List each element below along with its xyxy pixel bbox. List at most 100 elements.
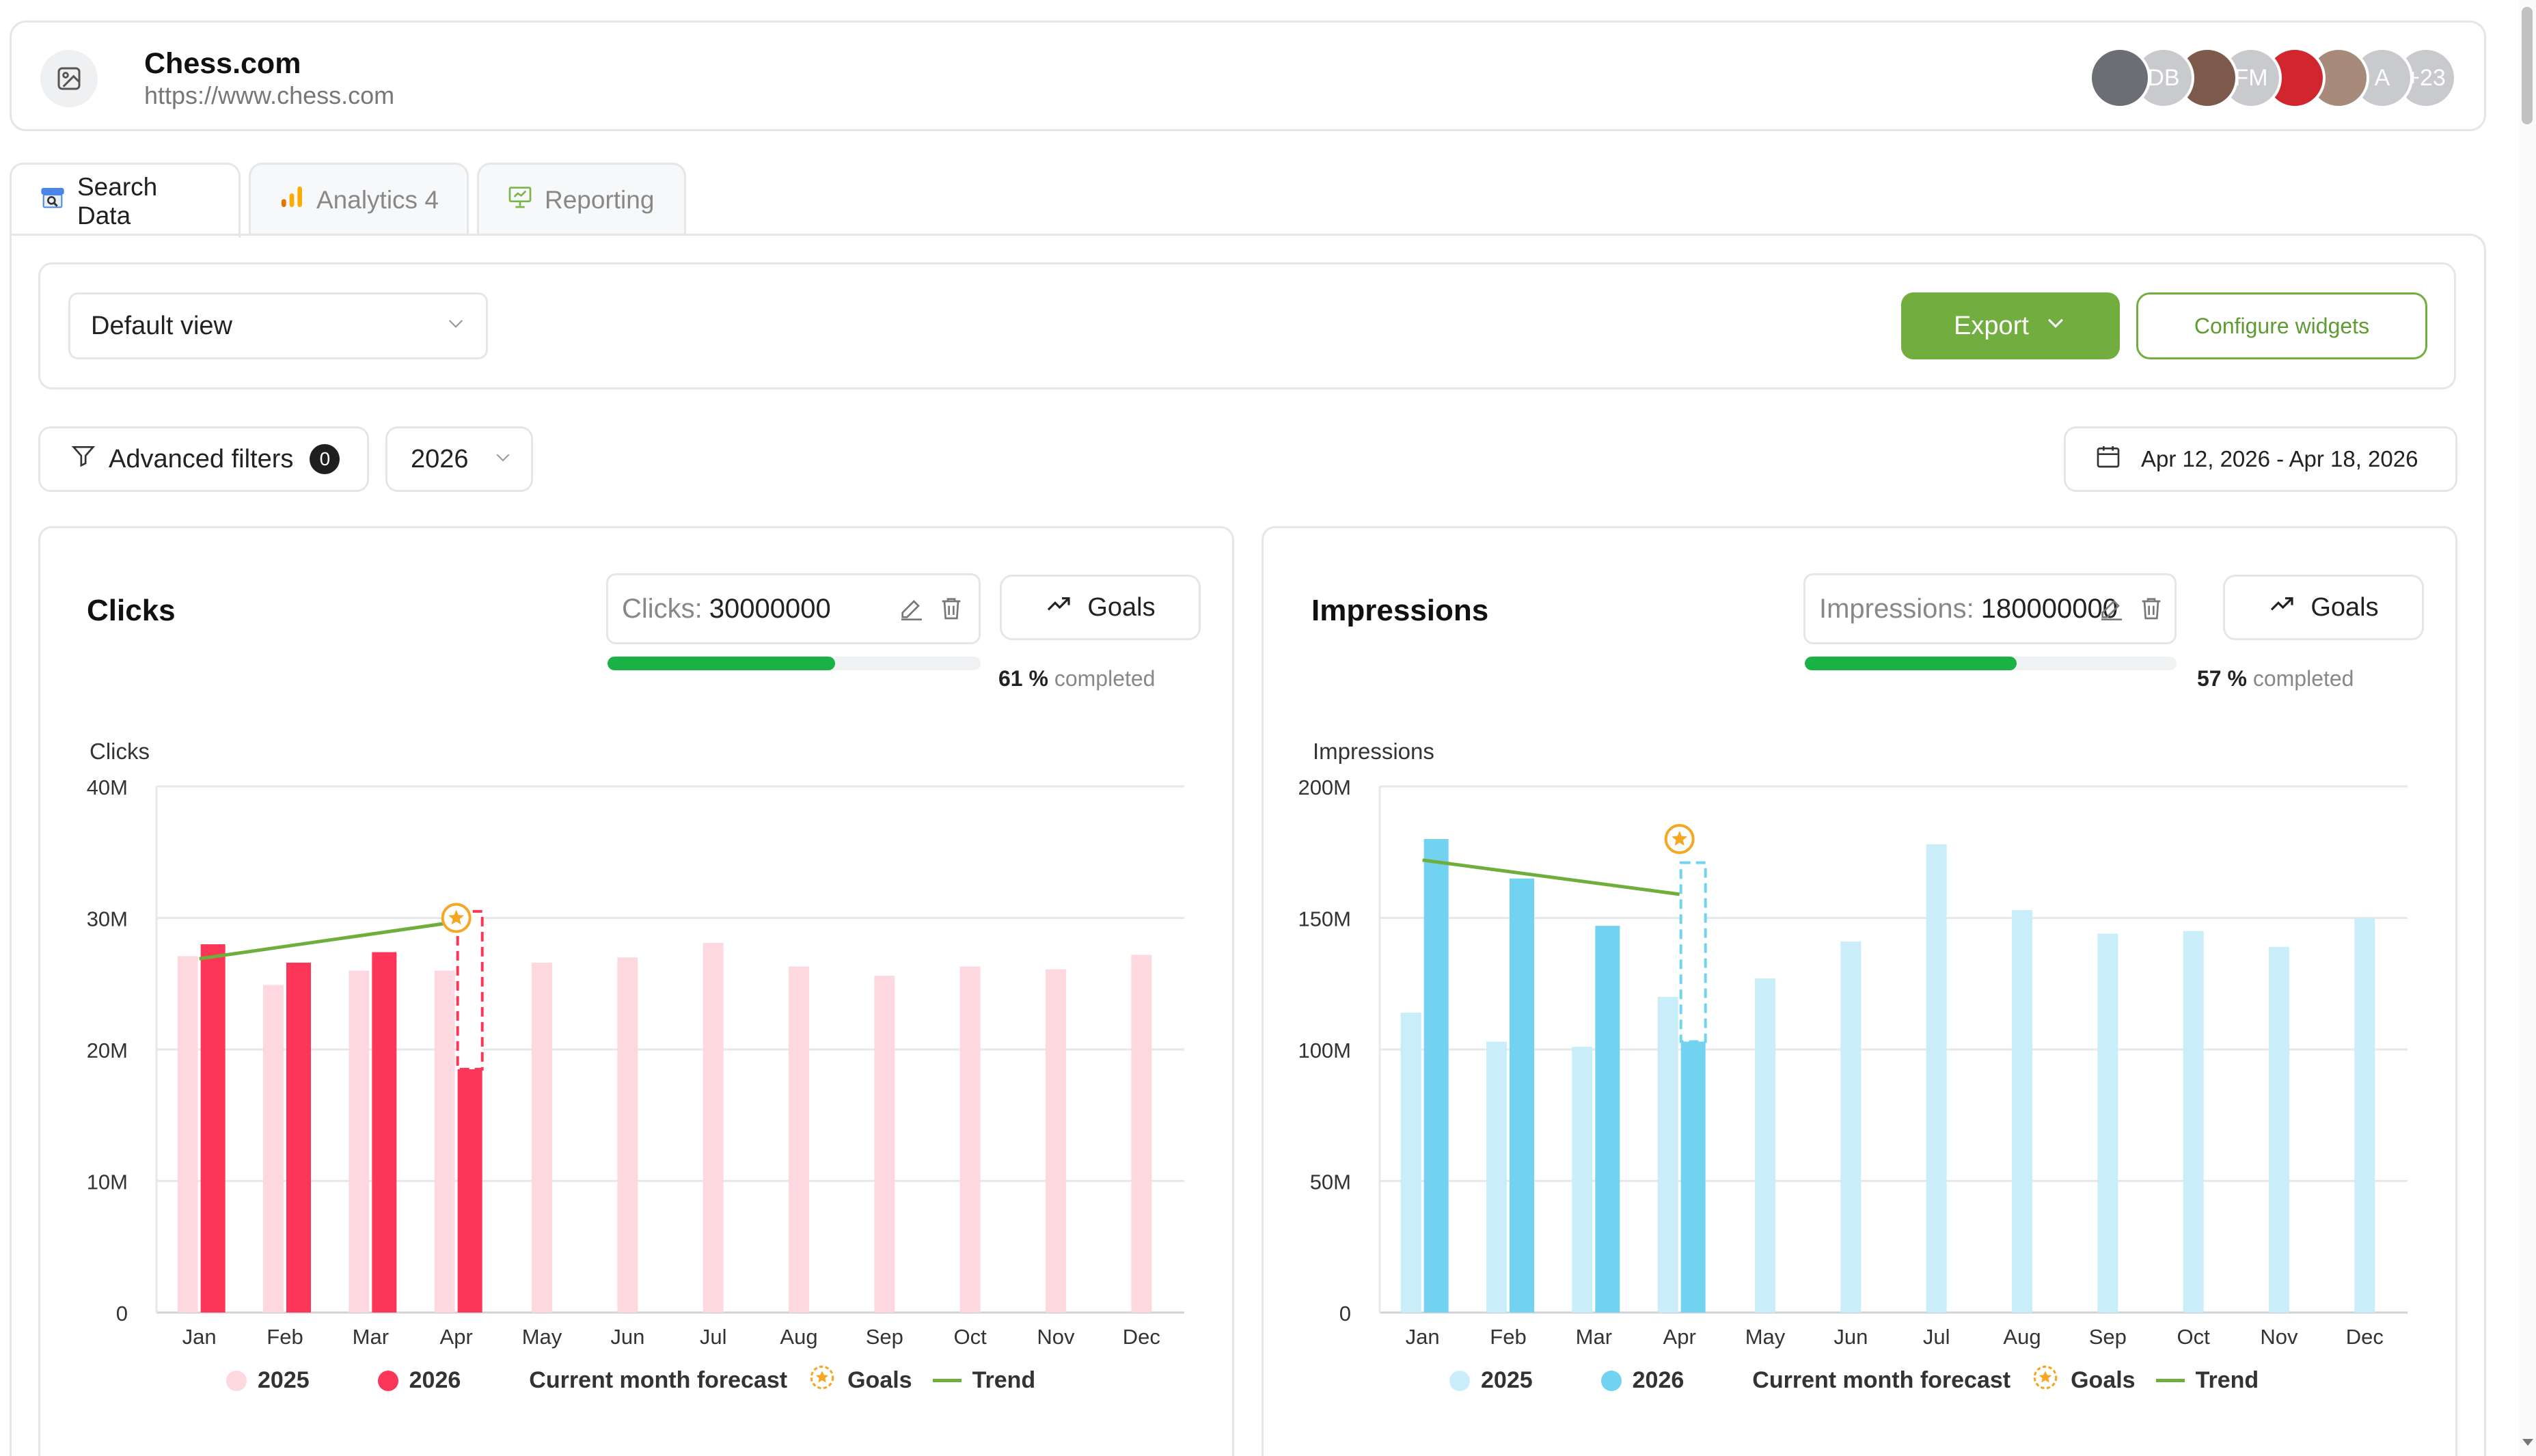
goal-completed-text: 61 % completed xyxy=(998,666,1155,691)
legend-item-trend[interactable]: Trend xyxy=(932,1367,1036,1394)
trash-icon[interactable] xyxy=(2138,594,2165,629)
x-tick-label: Mar xyxy=(1576,1325,1612,1349)
scrollbar-thumb[interactable] xyxy=(2522,7,2533,124)
goals-button[interactable]: Goals xyxy=(2223,575,2424,640)
edit-icon[interactable] xyxy=(2098,594,2125,629)
tab-label: Analytics 4 xyxy=(316,185,439,214)
goal-input[interactable]: Impressions: 180000000 xyxy=(1803,573,2177,644)
bar-2025-feb xyxy=(1486,1041,1507,1313)
bar-2025-jul xyxy=(703,943,724,1313)
goal-completed-text: 57 % completed xyxy=(2197,666,2354,691)
chart-legend: 2025 2026 Current month forecast Goals T… xyxy=(1449,1363,2259,1398)
legend-item-trend[interactable]: Trend xyxy=(2155,1367,2259,1394)
x-tick-label: Oct xyxy=(2177,1325,2211,1349)
site-header: Chess.com https://www.chess.com DB FM A +23 xyxy=(10,20,2486,131)
goal-progress-bar xyxy=(1805,657,2177,670)
bar-2025-jul xyxy=(1926,844,1947,1313)
bar-2026-mar xyxy=(372,952,397,1313)
trending-up-icon xyxy=(2268,590,2295,624)
bar-2025-nov xyxy=(2269,946,2289,1313)
bar-2025-oct xyxy=(959,966,981,1313)
bar-2025-may xyxy=(532,962,552,1313)
bar-2025-dec xyxy=(1131,954,1152,1313)
bar-2025-aug xyxy=(2012,909,2032,1313)
bar-2026-mar xyxy=(1595,926,1620,1313)
legend-label: Current month forecast xyxy=(1752,1367,2011,1393)
advanced-filters-label: Advanced filters xyxy=(109,444,294,473)
legend-swatch xyxy=(1600,1370,1622,1391)
goals-button[interactable]: Goals xyxy=(1000,575,1201,640)
trend-line xyxy=(199,920,457,961)
date-range-picker[interactable]: Apr 12, 2026 - Apr 18, 2026 xyxy=(2064,426,2457,492)
goal-star-icon xyxy=(1672,831,1688,846)
x-tick-label: Sep xyxy=(866,1325,903,1349)
goal-progress-bar xyxy=(608,657,981,670)
legend-item-2026[interactable]: 2026 xyxy=(377,1367,461,1394)
x-tick-label: Apr xyxy=(1663,1325,1696,1349)
legend-item-forecast[interactable]: Current month forecast xyxy=(529,1367,787,1394)
export-button[interactable]: Export xyxy=(1901,292,2120,359)
tab-content-frame xyxy=(10,234,2486,1456)
bar-2025-mar xyxy=(1572,1047,1593,1313)
goal-completed-value: 57 % xyxy=(2197,666,2247,691)
legend-swatch xyxy=(226,1370,247,1391)
tab-reporting[interactable]: Reporting xyxy=(477,163,686,235)
x-tick-label: Jan xyxy=(182,1325,217,1349)
y-tick-label: 50M xyxy=(1310,1170,1351,1194)
search-console-icon xyxy=(39,184,66,218)
legend-label: 2026 xyxy=(409,1367,461,1393)
legend-item-2026[interactable]: 2026 xyxy=(1600,1367,1684,1394)
legend-label: Trend xyxy=(972,1367,1036,1393)
bar-2026-feb xyxy=(1510,878,1534,1313)
filter-icon xyxy=(70,443,96,476)
legend-swatch xyxy=(932,1379,962,1382)
site-image-icon[interactable] xyxy=(40,50,98,107)
x-tick-label: Dec xyxy=(1123,1325,1160,1349)
legend-item-2025[interactable]: 2025 xyxy=(1449,1367,1533,1394)
filter-count-badge: 0 xyxy=(310,444,340,474)
edit-icon[interactable] xyxy=(898,594,925,629)
y-tick-label: 200M xyxy=(1298,775,1351,799)
legend-item-forecast[interactable]: Current month forecast xyxy=(1752,1367,2010,1394)
advanced-filters-button[interactable]: Advanced filters 0 xyxy=(38,426,369,492)
legend-item-2025[interactable]: 2025 xyxy=(226,1367,310,1394)
goal-star-icon xyxy=(448,909,465,925)
bar-2026-apr xyxy=(457,1069,482,1313)
site-name: Chess.com xyxy=(144,47,301,80)
impressions-chart: Impressions 0 50M 100M 150M 200M Jan Feb Mar Apr M… xyxy=(1298,739,2408,1349)
tab-analytics-4[interactable]: Analytics 4 xyxy=(249,163,469,235)
collaborator-avatars[interactable]: DB FM A +23 xyxy=(2089,47,2457,109)
page-scrollbar[interactable] xyxy=(2519,0,2536,1456)
avatar-photo[interactable] xyxy=(2089,47,2151,109)
goal-completed-value: 61 % xyxy=(998,666,1048,691)
bar-2026-apr xyxy=(1680,1041,1706,1313)
bar-2025-apr xyxy=(434,970,455,1313)
bar-2025-oct xyxy=(2183,931,2204,1313)
goals-label: Goals xyxy=(2310,592,2379,622)
x-tick-label: Jun xyxy=(610,1325,644,1349)
year-select[interactable]: 2026 xyxy=(385,426,533,492)
view-select-value: Default view xyxy=(91,311,232,340)
view-select[interactable]: Default view xyxy=(68,292,488,359)
legend-item-goals[interactable]: Goals xyxy=(2031,1363,2136,1398)
bar-2025-nov xyxy=(1046,969,1066,1313)
trash-icon[interactable] xyxy=(938,594,965,629)
legend-item-goals[interactable]: Goals xyxy=(808,1363,912,1398)
y-tick-label: 0 xyxy=(1339,1302,1351,1325)
x-tick-label: May xyxy=(522,1325,562,1349)
x-tick-label: May xyxy=(1745,1325,1786,1349)
year-select-value: 2026 xyxy=(411,444,469,473)
tab-search-data[interactable]: Search Data xyxy=(10,163,241,238)
goal-input[interactable]: Clicks: 30000000 xyxy=(606,573,981,644)
legend-swatch xyxy=(2155,1379,2185,1382)
configure-widgets-button[interactable]: Configure widgets xyxy=(2136,292,2427,359)
y-tick-label: 40M xyxy=(87,775,128,799)
scroll-down-arrow-icon[interactable] xyxy=(2519,1432,2536,1453)
site-url[interactable]: https://www.chess.com xyxy=(144,81,395,109)
y-axis-label: Clicks xyxy=(90,739,150,764)
card-title: Clicks xyxy=(87,594,176,627)
x-tick-label: Sep xyxy=(2089,1325,2127,1349)
x-tick-label: Jul xyxy=(700,1325,727,1349)
x-tick-label: Nov xyxy=(2260,1325,2298,1349)
tab-label: Search Data xyxy=(77,172,158,230)
